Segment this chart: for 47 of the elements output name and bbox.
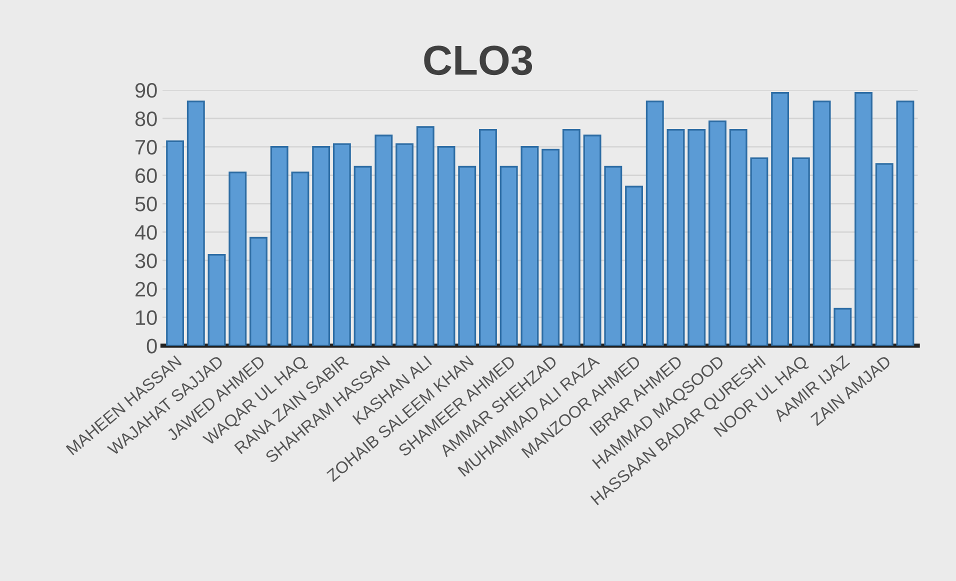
bar [854,92,872,346]
bar [250,236,268,346]
bar [332,143,351,346]
bar [458,166,476,346]
bar [291,172,310,346]
y-tick-label: 10 [136,310,157,326]
y-tick-label: 70 [136,140,157,155]
bar [688,128,706,346]
bar [729,128,748,346]
y-tick-label: 40 [134,225,157,240]
bar [625,186,643,346]
bar [437,146,456,346]
bar [520,146,539,346]
bar [812,100,831,346]
bar [792,157,810,346]
y-tick-label: 60 [136,168,157,184]
bar [374,134,393,346]
bar [750,157,768,346]
chart-title: CLO3 [424,46,532,76]
bar [834,308,852,346]
bar [542,148,560,346]
bar [875,163,894,346]
bar [646,100,664,346]
y-tick-label: 50 [135,196,157,212]
bar [771,92,790,346]
y-tick-label: 30 [135,253,157,268]
bar [228,172,247,346]
y-tick-label: 0 [146,338,157,354]
bar [604,166,622,346]
bar [896,100,914,346]
bar [583,134,602,346]
bar [416,126,434,346]
y-tick-label: 80 [135,111,157,126]
y-tick-label: 20 [136,282,157,297]
bar [500,166,518,346]
bar [166,140,184,346]
bar [666,128,685,346]
bar [270,146,288,346]
bar [186,100,205,346]
y-tick-label: 90 [135,83,157,98]
bar [479,128,497,346]
bar [208,254,226,346]
bar [396,143,414,346]
bar [562,128,580,346]
bar [708,120,726,346]
bar [354,166,372,346]
bar [312,146,330,346]
